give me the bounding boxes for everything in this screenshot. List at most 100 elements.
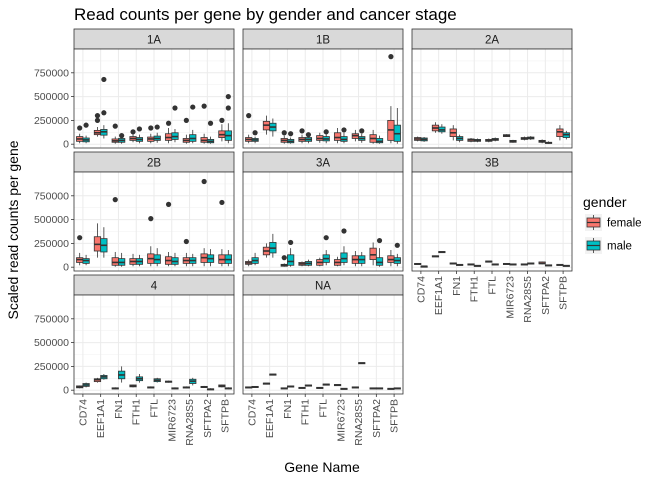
facet-panel-2b: 2B 0 250000 500000 750000	[34, 151, 235, 274]
outlier-point	[112, 123, 118, 129]
box-rna28s5-male	[527, 262, 535, 265]
x-tick-label: FN1	[451, 276, 463, 296]
box-fn1-female	[280, 387, 288, 390]
box-cd74-male	[82, 254, 90, 266]
box-fth1-male	[135, 126, 144, 144]
outlier-point	[112, 197, 118, 203]
box-ftl-male	[153, 248, 161, 267]
box-mir6723-male	[340, 387, 348, 390]
box-sftpb-female	[556, 263, 564, 266]
chart-title: Read counts per gene by gender and cance…	[74, 5, 457, 24]
outlier-point	[219, 117, 225, 123]
box-cd74-male	[82, 122, 90, 144]
box-fth1-female	[467, 138, 475, 143]
box-ftl-female	[316, 386, 324, 389]
box-mir6723-female	[333, 128, 342, 144]
x-tick-label: SFTPB	[558, 276, 570, 310]
outlier-point	[101, 76, 107, 83]
box-eef1a1-male	[438, 124, 446, 134]
box-ftl-male	[153, 124, 161, 143]
box-cd74-female	[245, 113, 253, 144]
box-fn1-male	[287, 385, 295, 388]
x-tick-label: MIR6723	[166, 399, 178, 442]
x-tick-label: EEF1A1	[433, 276, 445, 315]
box-ftl-male	[491, 137, 499, 142]
box-fn1-female	[111, 123, 119, 144]
box-mir6723-male	[340, 228, 348, 266]
outlier-point	[376, 237, 383, 244]
y-tick-label: 0	[63, 262, 69, 274]
x-tick-label: RNA28S5	[522, 276, 534, 323]
box-cd74-female	[76, 125, 84, 144]
facet-panel-na: NA CD74 EEF1A1 FN1 FTH1 FTL MIR6723 RNA28S5 SFTP…	[242, 274, 404, 446]
box-eef1a1-female	[93, 377, 102, 383]
box-mir6723-male	[509, 139, 517, 143]
facet-strip-label: 1A	[147, 35, 161, 47]
box-fn1-male	[287, 131, 295, 144]
y-tick-label: 500000	[34, 91, 69, 103]
box-sftpb-male	[224, 250, 232, 267]
outlier-point	[77, 125, 83, 131]
box-mir6723-male	[509, 263, 517, 266]
y-tick-label: 500000	[34, 337, 69, 349]
box-fth1-female	[298, 261, 306, 267]
outlier-point	[323, 235, 329, 241]
box-body	[375, 257, 384, 266]
box-sftpb-male	[393, 387, 401, 390]
outlier-point	[288, 239, 294, 246]
box-eef1a1-female	[431, 255, 440, 258]
facet-strip-label: NA	[315, 281, 331, 293]
box-cd74-female	[414, 262, 422, 265]
facet-panel-1a: 1A 0 250000 500000 750000	[34, 28, 235, 151]
outlier-point	[165, 120, 172, 126]
facet-panel-1b: 1B	[242, 28, 404, 149]
outlier-point	[148, 125, 154, 131]
facet-strip-label: 3A	[316, 158, 330, 170]
box-sftpa2-male	[544, 264, 553, 267]
panel-border	[411, 48, 573, 149]
box-cd74-male	[82, 382, 90, 388]
box-sftpa2-female	[538, 139, 546, 144]
box-rna28s5-male	[358, 362, 366, 365]
box-sftpa2-male	[206, 120, 215, 144]
box-sftpb-male	[393, 242, 401, 267]
box-eef1a1-male	[100, 227, 108, 258]
x-tick-label: FN1	[282, 399, 294, 419]
facet-strip-label: 3B	[485, 158, 499, 170]
outlier-point	[299, 128, 305, 134]
x-tick-label: MIR6723	[504, 276, 516, 319]
box-sftpb-male	[224, 93, 232, 144]
outlier-point	[201, 178, 207, 185]
box-ftl-female	[147, 386, 155, 389]
box-mir6723-female	[333, 384, 342, 387]
outlier-point	[225, 105, 231, 111]
box-sftpa2-male	[206, 388, 215, 391]
box-cd74-female	[245, 386, 253, 389]
x-tick-label: CD74	[415, 276, 427, 303]
y-axis-label: Scaled read counts per gene	[5, 140, 21, 319]
box-fn1-male	[118, 366, 126, 383]
box-rna28s5-male	[189, 104, 197, 144]
box-fn1-male	[456, 134, 464, 143]
outlier-point	[119, 133, 125, 139]
box-rna28s5-female	[520, 263, 528, 266]
facet-panel-2a: 2A	[411, 28, 573, 149]
box-rna28s5-female	[182, 386, 190, 389]
box-cd74-male	[420, 265, 428, 268]
box-fn1-male	[287, 239, 295, 267]
box-sftpb-female	[218, 384, 226, 388]
box-mir6723-female	[502, 134, 511, 138]
box-sftpa2-female	[200, 103, 208, 144]
box-fn1-male	[118, 252, 126, 267]
panel-border	[73, 48, 235, 149]
x-tick-label: RNA28S5	[184, 399, 196, 446]
box-fth1-male	[473, 264, 482, 267]
box-rna28s5-male	[189, 253, 197, 267]
y-tick-label: 500000	[34, 214, 69, 226]
box-ftl-male	[153, 377, 161, 383]
box-cd74-male	[251, 252, 259, 266]
box-sftpb-male	[393, 108, 401, 144]
box-eef1a1-female	[262, 382, 271, 385]
box-cd74-female	[414, 136, 422, 142]
